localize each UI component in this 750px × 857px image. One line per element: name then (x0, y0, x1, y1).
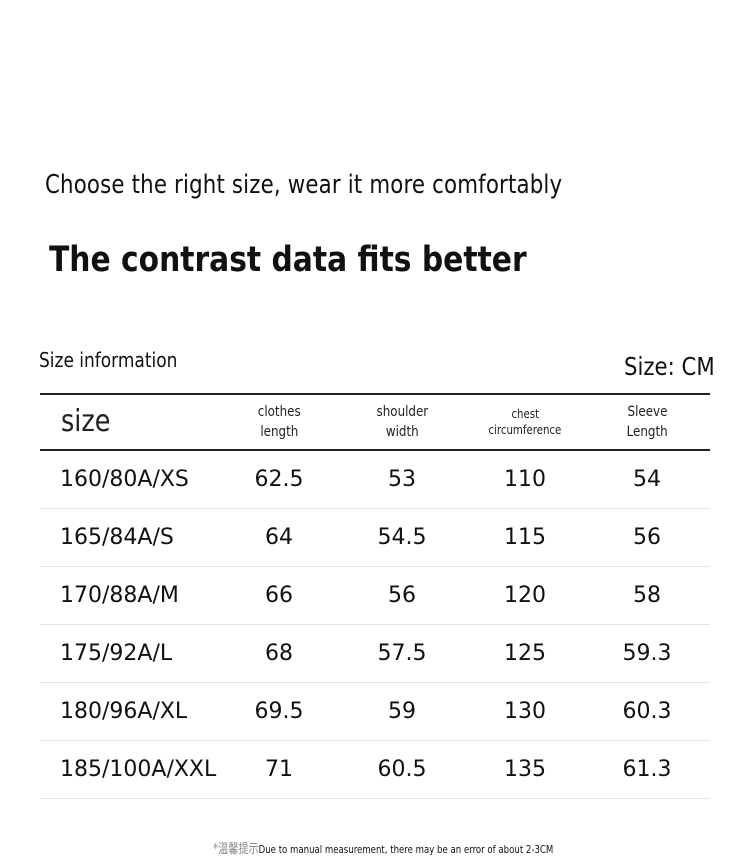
cell-chest-circumference: 115 (504, 524, 546, 550)
cell-shoulder-width: 54.5 (377, 524, 427, 550)
cell-chest-circumference: 110 (504, 466, 546, 492)
footnote-tip-label: *温馨提示 (213, 842, 259, 857)
cell-chest-circumference: 130 (504, 698, 546, 724)
cell-clothes-length: 64 (265, 524, 293, 550)
cell-clothes-length: 69.5 (254, 698, 304, 724)
cell-shoulder-width: 57.5 (377, 640, 427, 666)
size-information-label: Size information (39, 348, 178, 372)
cell-clothes-length: 66 (265, 582, 293, 608)
table-row: 185/100A/XXL 71 60.5 135 61.3 (40, 740, 710, 798)
header-chest-circumference: chest circumference (488, 407, 562, 437)
size-chart-table: size clothes length shoulder width chest ci… (40, 393, 710, 799)
size-unit-label: Size: CM (624, 352, 715, 381)
measurement-footnote: *温馨提示Due to manual measurement, there ma… (213, 838, 553, 857)
cell-sleeve-length: 58 (633, 582, 661, 608)
cell-size: 160/80A/XS (60, 466, 189, 492)
header-sleeve-length: Sleeve Length (626, 404, 668, 440)
header-size: size (61, 404, 111, 439)
cell-sleeve-length: 60.3 (622, 698, 672, 724)
cell-shoulder-width: 60.5 (377, 756, 427, 782)
table-row: 180/96A/XL 69.5 59 130 60.3 (40, 682, 710, 740)
cell-shoulder-width: 59 (388, 698, 416, 724)
footnote-text: Due to manual measurement, there may be … (258, 843, 554, 856)
table-row: 175/92A/L 68 57.5 125 59.3 (40, 624, 710, 682)
cell-size: 185/100A/XXL (60, 756, 217, 782)
cell-clothes-length: 62.5 (254, 466, 304, 492)
table-row: 160/80A/XS 62.5 53 110 54 (40, 450, 710, 508)
cell-clothes-length: 68 (265, 640, 293, 666)
cell-shoulder-width: 56 (388, 582, 416, 608)
table-row: 170/88A/M 66 56 120 58 (40, 566, 710, 624)
cell-sleeve-length: 61.3 (622, 756, 672, 782)
headline: Choose the right size, wear it more comf… (45, 170, 563, 200)
cell-size: 175/92A/L (60, 640, 173, 666)
cell-size: 180/96A/XL (60, 698, 188, 724)
cell-clothes-length: 71 (265, 756, 293, 782)
cell-chest-circumference: 135 (504, 756, 546, 782)
table-header-row: size clothes length shoulder width chest ci… (40, 394, 710, 450)
subheadline: The contrast data fits better (49, 240, 527, 280)
cell-size: 165/84A/S (60, 524, 174, 550)
cell-sleeve-length: 56 (633, 524, 661, 550)
table-row: 165/84A/S 64 54.5 115 56 (40, 508, 710, 566)
cell-shoulder-width: 53 (388, 466, 416, 492)
header-clothes-length: clothes length (257, 404, 301, 440)
cell-sleeve-length: 54 (633, 466, 661, 492)
cell-chest-circumference: 120 (504, 582, 546, 608)
cell-size: 170/88A/M (60, 582, 179, 608)
cell-sleeve-length: 59.3 (622, 640, 672, 666)
cell-chest-circumference: 125 (504, 640, 546, 666)
header-shoulder-width: shoulder width (376, 404, 428, 440)
